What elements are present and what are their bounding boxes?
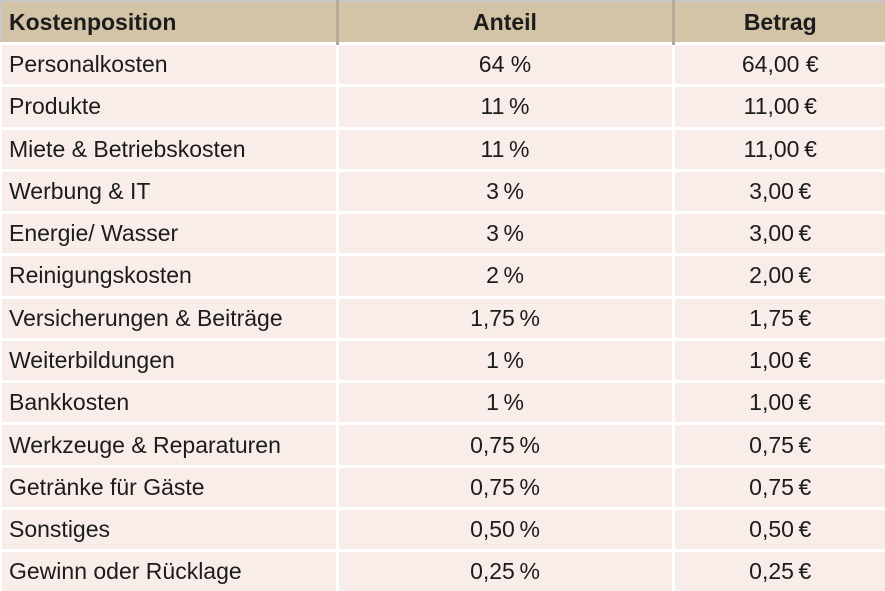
cell-share: 1 % [335, 337, 673, 382]
cost-table-header: Kostenposition Anteil Betrag [0, 1, 885, 44]
cell-amount: 0,75 € [671, 422, 885, 467]
cell-share: 3 % [335, 211, 673, 255]
cell-share: 0,25 % [335, 549, 673, 591]
table-row: Reinigungskosten 2 % 2,00 € [0, 253, 885, 298]
table-row: Gewinn oder Rücklage 0,25 % 0,25 € [0, 549, 885, 591]
cell-amount: 1,00 € [671, 337, 885, 382]
table-row: Energie/ Wasser 3 % 3,00 € [0, 211, 885, 255]
cell-amount: 0,50 € [671, 506, 885, 551]
cell-amount: 11,00 € [671, 84, 885, 129]
cell-amount: 0,25 € [671, 549, 885, 591]
table-row: Werkzeuge & Reparaturen 0,75 % 0,75 € [0, 422, 885, 467]
table-row: Personalkosten 64 % 64,00 € [0, 41, 885, 86]
cell-amount: 3,00 € [671, 168, 885, 213]
cell-share: 64 % [335, 41, 673, 86]
cell-position: Weiterbildungen [0, 337, 337, 382]
cell-amount: 3,00 € [671, 211, 885, 255]
cell-share: 3 % [335, 168, 673, 213]
column-header-kostenposition: Kostenposition [0, 1, 337, 44]
cell-amount: 0,75 € [671, 464, 885, 509]
cell-share: 0,75 % [335, 464, 673, 509]
header-row: Kostenposition Anteil Betrag [0, 1, 885, 44]
cost-table-body: Personalkosten 64 % 64,00 € Produkte 11 … [0, 41, 885, 591]
cell-share: 2 % [335, 253, 673, 298]
cell-amount: 1,00 € [671, 380, 885, 424]
cell-amount: 1,75 € [671, 295, 885, 340]
table-row: Weiterbildungen 1 % 1,00 € [0, 337, 885, 382]
cell-position: Produkte [0, 84, 337, 129]
cell-amount: 2,00 € [671, 253, 885, 298]
table-row: Bankkosten 1 % 1,00 € [0, 380, 885, 424]
cell-position: Miete & Betriebskosten [0, 126, 337, 171]
cell-position: Bankkosten [0, 380, 337, 424]
table-row: Miete & Betriebskosten 11 % 11,00 € [0, 126, 885, 171]
cell-position: Personalkosten [0, 41, 337, 86]
cell-position: Versicherungen & Beiträge [0, 295, 337, 340]
cell-position: Sonstiges [0, 506, 337, 551]
cell-position: Getränke für Gäste [0, 464, 337, 509]
table-row: Versicherungen & Beiträge 1,75 % 1,75 € [0, 295, 885, 340]
cell-share: 1 % [335, 380, 673, 424]
table-row: Getränke für Gäste 0,75 % 0,75 € [0, 464, 885, 509]
cell-share: 0,75 % [335, 422, 673, 467]
cell-position: Werbung & IT [0, 168, 337, 213]
table-row: Sonstiges 0,50 % 0,50 € [0, 506, 885, 551]
table-row: Werbung & IT 3 % 3,00 € [0, 168, 885, 213]
cell-share: 1,75 % [335, 295, 673, 340]
cell-amount: 64,00 € [671, 41, 885, 86]
cell-position: Reinigungskosten [0, 253, 337, 298]
column-header-anteil: Anteil [335, 1, 673, 44]
cell-position: Werkzeuge & Reparaturen [0, 422, 337, 467]
cell-share: 11 % [335, 84, 673, 129]
cell-share: 11 % [335, 126, 673, 171]
cell-position: Gewinn oder Rücklage [0, 549, 337, 591]
cell-position: Energie/ Wasser [0, 211, 337, 255]
cell-share: 0,50 % [335, 506, 673, 551]
column-header-betrag: Betrag [671, 1, 885, 44]
table-row: Produkte 11 % 11,00 € [0, 84, 885, 129]
cell-amount: 11,00 € [671, 126, 885, 171]
